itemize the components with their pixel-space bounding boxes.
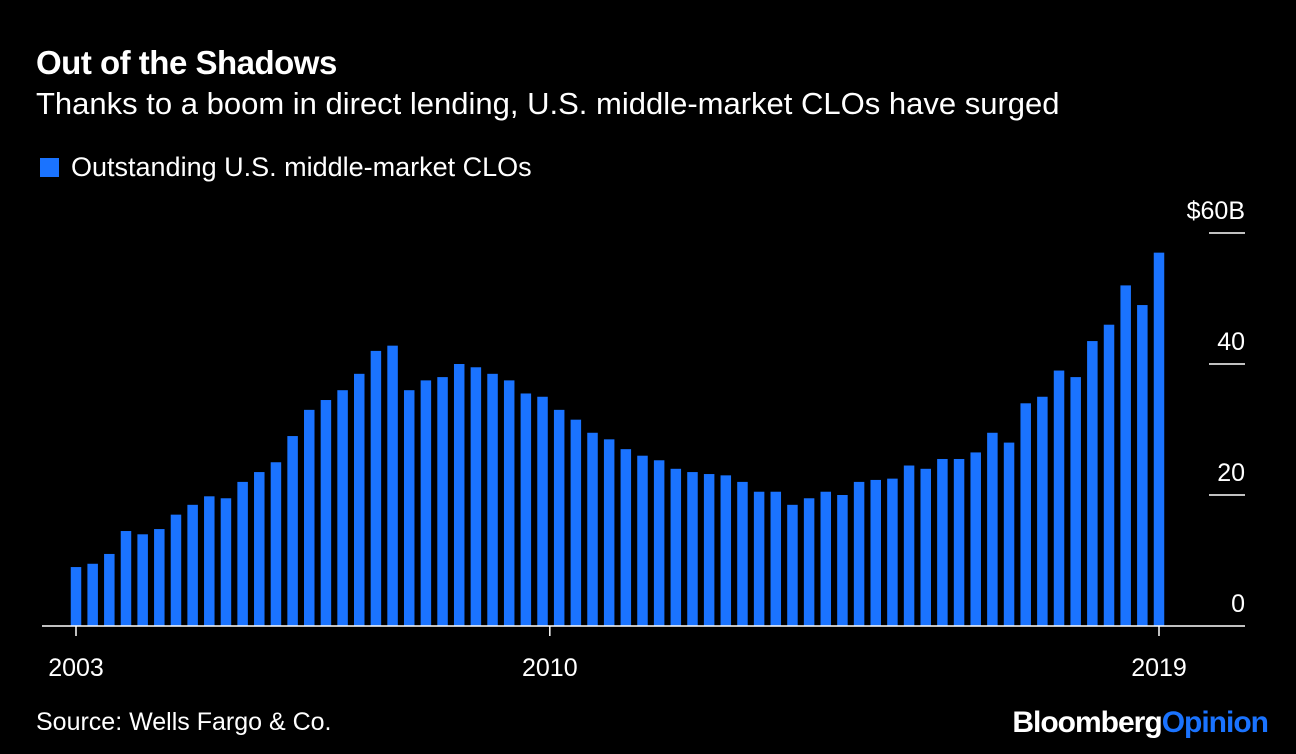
bar [620,449,632,626]
bar [803,498,815,626]
bar [903,465,915,626]
bar [787,504,798,626]
bar [187,504,198,626]
bar [1037,396,1048,626]
bar [354,373,365,626]
y-tick-label: $60B [1187,197,1245,225]
bar [720,475,732,626]
bar [1120,285,1131,626]
bar [137,534,148,626]
bar [403,390,415,626]
bar [837,495,848,626]
bar [87,563,98,626]
brand-main: Bloomberg [1012,706,1162,739]
bar [1103,324,1115,626]
source-note: Source: Wells Fargo & Co. [36,708,332,736]
bar [304,409,315,626]
bar [1137,305,1148,626]
bar [703,474,715,626]
bar [470,367,482,626]
bar [104,553,115,626]
y-tick-label: 20 [1217,459,1245,487]
bar [170,514,182,626]
bar [520,393,532,626]
bar [120,531,132,626]
bar [420,380,432,627]
bar [453,364,465,626]
bar [737,481,748,626]
bar [687,472,698,626]
bar [970,452,981,626]
bar [220,498,232,626]
chart-subtitle: Thanks to a boom in direct lending, U.S.… [36,86,1060,121]
bar [953,458,965,626]
bar [154,529,165,626]
y-tick-label: 40 [1217,328,1245,356]
bars-group [70,252,1165,627]
bar [603,439,615,626]
y-tick-label: 0 [1231,590,1245,618]
bar [487,373,498,626]
y-ticks: 0 20 40 $60B [1187,197,1245,618]
bar [553,409,565,626]
legend-swatch [40,158,59,177]
x-tick-label: 2003 [48,654,104,682]
bar [770,491,782,626]
bar [437,377,448,626]
x-tick-label: 2010 [522,654,578,682]
bar [853,481,865,626]
bar [1070,377,1081,626]
brand-logo: BloombergOpinion [1012,706,1269,740]
bar [670,468,682,626]
bar [820,491,832,626]
bar [387,345,398,626]
bar [1153,252,1165,626]
bar [753,491,765,626]
bar [987,432,998,626]
bar [270,462,282,626]
bar [204,496,215,626]
legend: Outstanding U.S. middle-market CLOs [40,152,532,183]
bar [320,400,332,626]
bar [1087,341,1098,626]
bar [70,567,82,626]
brand-accent: Opinion [1161,706,1269,739]
bar [653,460,665,626]
bar [537,396,548,626]
x-ticks: 2003 2010 2019 [48,626,1187,682]
bar [1020,403,1031,626]
bar [887,478,898,627]
bar [370,350,382,626]
x-tick-label: 2019 [1131,654,1187,682]
bar [1003,442,1015,626]
bar [254,472,265,626]
chart-title: Out of the Shadows [36,44,337,81]
bar [587,432,598,626]
bar [937,458,948,626]
bar [287,436,298,626]
bar [637,455,648,626]
bar [570,419,582,626]
bar [503,380,515,627]
bar [337,390,348,626]
bar [1053,370,1065,626]
bar [870,479,881,626]
bar [237,481,248,626]
bar [920,468,931,626]
legend-label: Outstanding U.S. middle-market CLOs [71,152,532,182]
